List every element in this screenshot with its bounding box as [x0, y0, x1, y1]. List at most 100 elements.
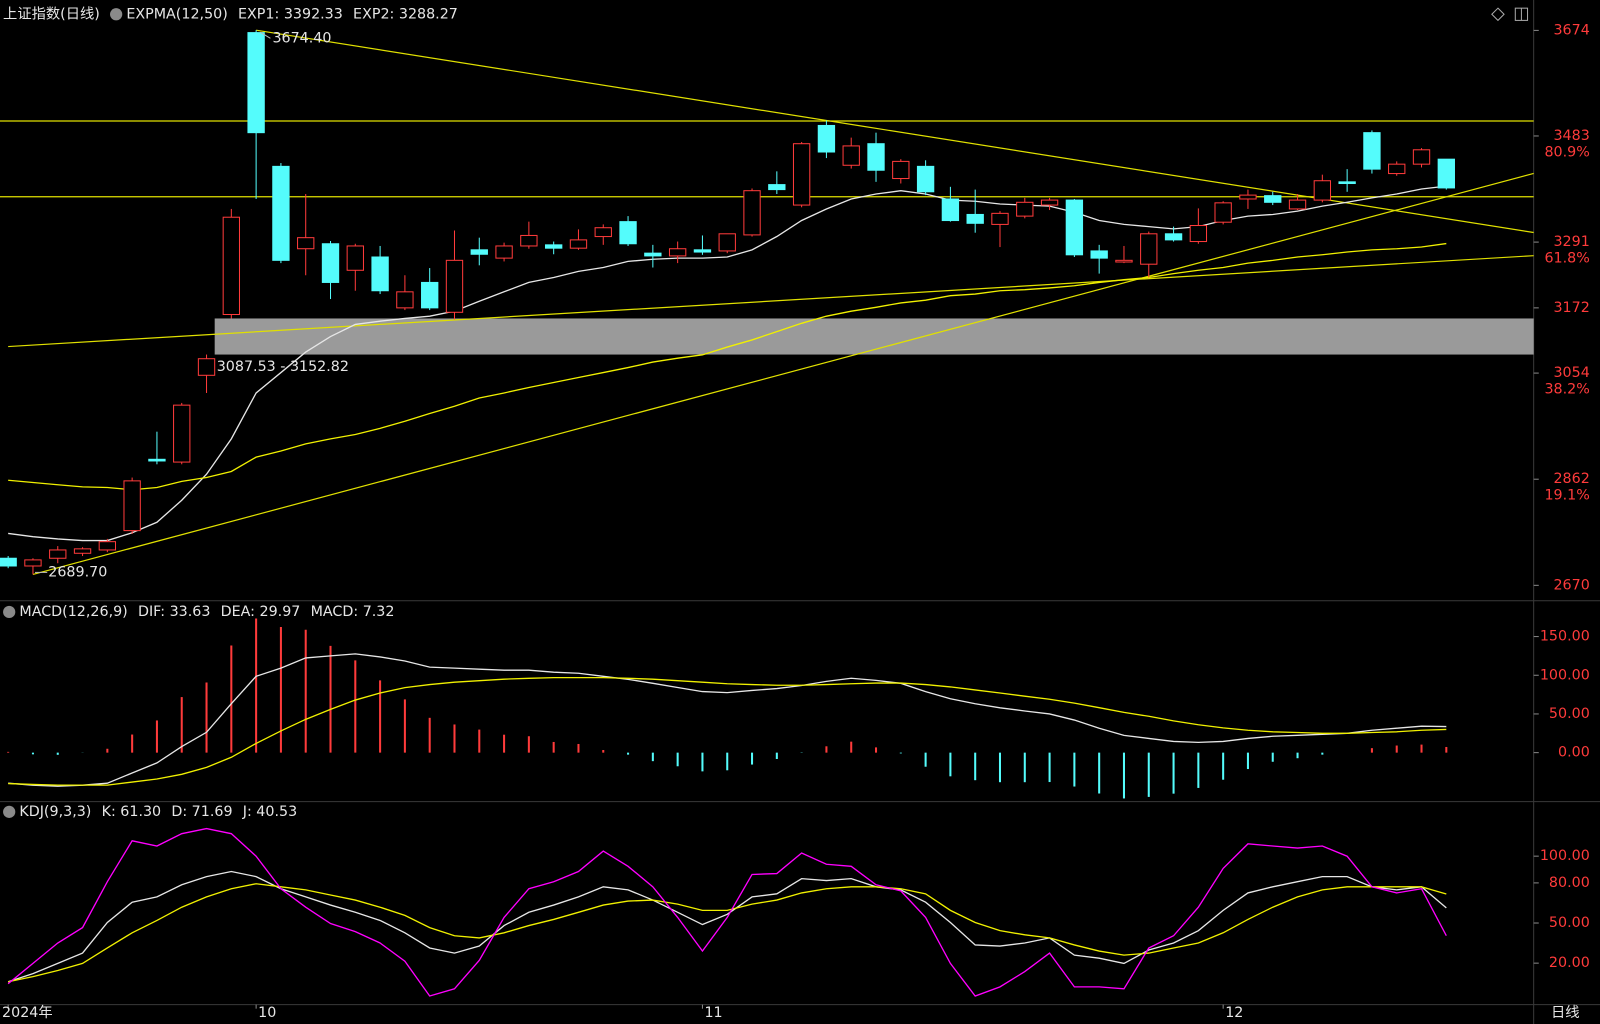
candle [495, 242, 513, 262]
candle-body [148, 458, 166, 462]
candle [817, 120, 836, 159]
candle [966, 189, 984, 233]
candle-body [1065, 199, 1084, 256]
candle-body [197, 358, 216, 376]
candle-body [1140, 233, 1158, 265]
candle-body [123, 480, 141, 532]
candle [693, 235, 712, 255]
candle [743, 188, 761, 237]
candle-body [1264, 195, 1282, 203]
y-tick-label: 100.00 [1540, 848, 1590, 864]
y-tick-label: 100.00 [1540, 667, 1590, 683]
candle [222, 208, 240, 319]
candle [272, 163, 290, 264]
legend-entry: J: 40.53 [242, 804, 297, 820]
candle [1040, 197, 1059, 211]
y-tick-label: 3291 [1553, 234, 1589, 250]
gap-label: 3087.53 - 3152.82 [217, 359, 349, 375]
candle [792, 142, 811, 208]
y-tick-pct: 19.1% [1544, 488, 1589, 504]
indicator-line [8, 185, 1447, 542]
candle-body [966, 213, 984, 224]
candle-body [892, 160, 910, 180]
candle [197, 354, 216, 393]
candle-body [495, 245, 513, 259]
x-tick-label: 11 [704, 1005, 722, 1021]
x-tick-label: 10 [258, 1005, 276, 1021]
y-tick-label: 2670 [1553, 577, 1589, 593]
candle-body [49, 549, 67, 559]
gap-box [214, 318, 1534, 355]
candle [321, 240, 340, 300]
candle-body [445, 259, 464, 313]
y-tick-pct: 38.2% [1544, 381, 1589, 397]
diamond-icon[interactable] [1491, 7, 1505, 22]
candle [371, 245, 389, 295]
candle-body [470, 249, 488, 255]
candle [1264, 191, 1282, 206]
candle-body [1164, 233, 1183, 241]
legend-entry: EXP1: 3392.33 [238, 6, 343, 22]
candle [421, 268, 439, 311]
candle-body [321, 243, 340, 283]
candle [1016, 197, 1034, 219]
candle-body [1437, 158, 1455, 189]
candle-body [693, 249, 712, 253]
candle-body [941, 198, 960, 222]
period-label: 日线 [1551, 1004, 1580, 1021]
trend-line [8, 255, 1534, 348]
legend-entry: MACD: 7.32 [311, 604, 395, 620]
candle [173, 402, 191, 465]
candle [941, 186, 960, 222]
candle [1090, 244, 1108, 274]
candle [445, 230, 464, 320]
candle-body [743, 190, 761, 236]
candle [1164, 226, 1183, 242]
x-tick-label: 2024年 [2, 1004, 53, 1021]
x-tick-label: 12 [1225, 1005, 1243, 1021]
candle-body [272, 165, 290, 261]
indicator-line [8, 653, 1447, 787]
candle [1189, 208, 1208, 244]
candle-body [1214, 202, 1232, 223]
candle [1214, 201, 1232, 225]
toolbar-icons[interactable] [1491, 7, 1529, 22]
y-tick-label: 3054 [1553, 365, 1589, 381]
candle [594, 224, 612, 245]
indicator-line [8, 242, 1447, 491]
candle [148, 431, 166, 465]
y-tick-pct: 80.9% [1544, 144, 1589, 160]
candle [867, 132, 885, 182]
candle-body [247, 32, 265, 134]
candle [644, 244, 662, 268]
candle [346, 243, 364, 291]
chart-title: 上证指数(日线) [3, 5, 100, 22]
candle-body [346, 245, 364, 271]
indicator-icon [110, 8, 123, 21]
candle [98, 538, 117, 553]
candle [0, 556, 17, 569]
trend-line [32, 172, 1534, 576]
candle-body [24, 559, 42, 567]
candle [1338, 169, 1356, 192]
candle [842, 137, 860, 169]
candle [520, 221, 538, 249]
candle [1388, 161, 1406, 176]
candle [1288, 194, 1307, 211]
legend-entry: EXP2: 3288.27 [353, 6, 458, 22]
candle [1313, 174, 1332, 203]
y-tick-label: 3483 [1553, 128, 1589, 144]
candle [1115, 245, 1133, 264]
candle [247, 30, 265, 199]
candle-body [1363, 132, 1381, 170]
annotation-arrow [259, 31, 271, 39]
candle-body [520, 234, 538, 247]
candle-body [173, 404, 191, 463]
candle-body [1239, 194, 1257, 200]
y-tick-label: 150.00 [1540, 629, 1590, 645]
candle-body [644, 252, 662, 257]
candle [768, 171, 786, 195]
candle [892, 159, 910, 184]
